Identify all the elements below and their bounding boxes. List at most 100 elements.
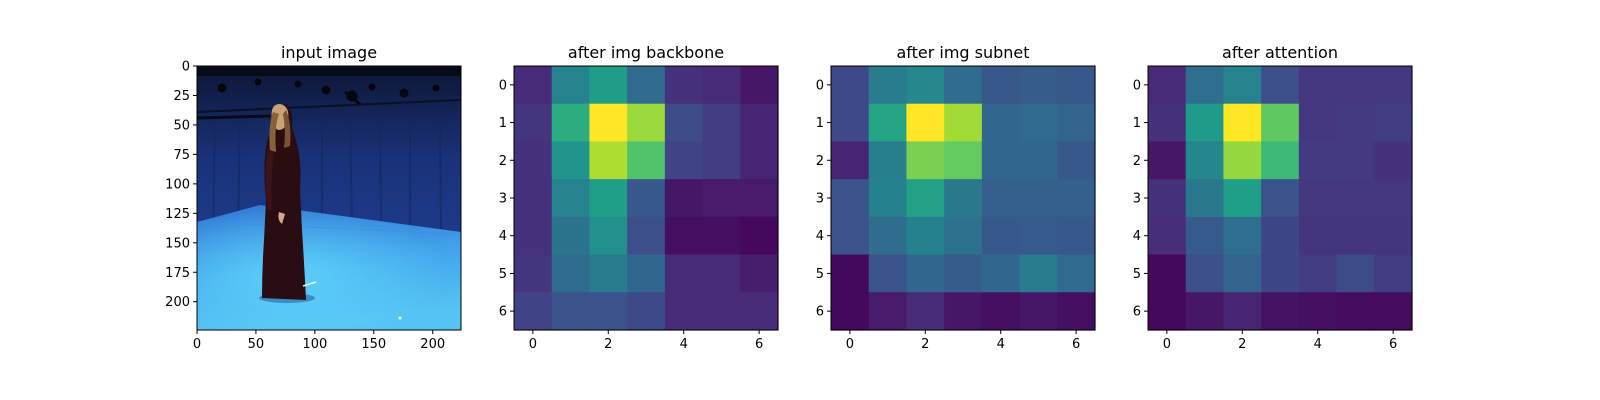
heatmap-cell: [1298, 292, 1338, 331]
heatmap-cell: [981, 292, 1021, 331]
heatmap-cell: [1298, 103, 1338, 143]
heatmap-cell: [1336, 254, 1375, 293]
heatmap-cell: [868, 103, 908, 143]
heatmap-cell: [1223, 254, 1262, 293]
x-tick-label: 2: [921, 337, 929, 352]
heatmap-cell: [1336, 66, 1375, 105]
y-tick-label: 0: [499, 78, 507, 93]
heatmap-cell: [551, 103, 591, 143]
heatmap-cell: [1223, 103, 1262, 143]
heatmap-cell: [589, 141, 628, 180]
heatmap-cell: [664, 179, 704, 218]
heatmap-cell: [831, 254, 870, 293]
heatmap-cell: [664, 254, 704, 293]
heatmap-cell: [1057, 103, 1096, 143]
heatmap-cell: [1336, 179, 1375, 218]
y-tick-label: 125: [165, 207, 190, 222]
heatmap-cell: [1261, 103, 1300, 143]
heatmap-cell: [1298, 216, 1338, 256]
heatmap-cell: [1057, 141, 1096, 180]
heatmap-cell: [702, 179, 741, 218]
panel-after-attention: after attention 0 2 4 6 0 1 2 3 4 5 6: [1133, 43, 1413, 352]
heatmap-cell: [1261, 141, 1300, 180]
y-tick-label: 4: [499, 229, 507, 244]
panel-title: input image: [281, 43, 377, 62]
heatmap-cell: [1148, 179, 1187, 218]
input-photo: [197, 66, 461, 330]
heatmap-cell: [906, 66, 945, 105]
heatmap-cell: [1223, 292, 1262, 331]
y-tick-label: 175: [165, 266, 190, 281]
heatmap-cell: [1298, 141, 1338, 180]
heatmap-cell: [1148, 141, 1187, 180]
x-axis: 0 2 4 6: [1163, 330, 1397, 352]
heatmap-cell: [740, 216, 779, 256]
heatmap-cell: [664, 141, 704, 180]
heatmap-cell: [944, 216, 983, 256]
panel-title: after img backbone: [568, 43, 724, 62]
heatmap-cell: [1057, 216, 1096, 256]
x-tick-label: 0: [846, 337, 854, 352]
heatmap-cell: [906, 254, 945, 293]
heatmap-cell: [1057, 179, 1096, 218]
heatmap-cell: [627, 141, 666, 180]
heatmap-cell: [1148, 103, 1187, 143]
panel-title: after img subnet: [896, 43, 1029, 62]
x-tick-label: 4: [997, 337, 1005, 352]
axes-frame: [196, 65, 462, 331]
heatmap-cell: [1148, 292, 1187, 331]
heatmap-cell: [1185, 141, 1225, 180]
y-tick-label: 4: [816, 229, 824, 244]
heatmap-cell: [589, 216, 628, 256]
heatmap-cell: [589, 179, 628, 218]
y-tick-label: 5: [1133, 267, 1141, 282]
heatmap-cell: [1374, 216, 1413, 256]
y-tick-label: 200: [165, 295, 190, 310]
heatmap-cell: [1336, 292, 1375, 331]
heatmap-cell: [1261, 216, 1300, 256]
x-tick-label: 100: [302, 337, 327, 352]
heatmap-cell: [664, 216, 704, 256]
heatmap-cell: [944, 103, 983, 143]
y-tick-label: 25: [173, 89, 190, 104]
heatmap-cell: [1261, 292, 1300, 331]
heatmap-cell: [1374, 141, 1413, 180]
heatmap-cell: [981, 141, 1021, 180]
x-axis: 0 2 4 6: [846, 330, 1080, 352]
heatmap-cell: [514, 103, 553, 143]
y-tick-label: 0: [182, 60, 190, 75]
heatmap-cell: [981, 254, 1021, 293]
heatmap-cell: [868, 179, 908, 218]
heatmap-cell: [868, 216, 908, 256]
heatmap-cell: [589, 66, 628, 105]
heatmap-cell: [1223, 216, 1262, 256]
heatmap-cell: [551, 292, 591, 331]
heatmap-cell: [740, 292, 779, 331]
x-axis: 0 50 100 150 200: [193, 330, 445, 352]
y-tick-label: 100: [165, 177, 190, 192]
heatmap-cell: [1223, 141, 1262, 180]
heatmap-cell: [1374, 179, 1413, 218]
heatmap-cell: [1374, 254, 1413, 293]
heatmap-cell: [627, 216, 666, 256]
y-axis: 0 1 2 3 4 5 6: [1133, 78, 1148, 320]
heatmap-cell: [664, 103, 704, 143]
heatmap-cell: [868, 254, 908, 293]
heatmap-cell: [702, 66, 741, 105]
heatmap-cell: [868, 66, 908, 105]
heatmap-cell: [981, 216, 1021, 256]
heatmap-cell: [1019, 66, 1058, 105]
y-tick-label: 2: [499, 154, 507, 169]
heatmap-cell: [1336, 103, 1375, 143]
x-tick-label: 150: [361, 337, 386, 352]
heatmap-cell: [906, 179, 945, 218]
heatmap-cell: [906, 216, 945, 256]
heatmap-cell: [551, 141, 591, 180]
heatmap-cell: [944, 66, 983, 105]
x-tick-label: 0: [1163, 337, 1171, 352]
heatmap-cell: [906, 103, 945, 143]
heatmap-cell: [944, 254, 983, 293]
x-tick-label: 6: [1072, 337, 1080, 352]
heatmap-cell: [1223, 66, 1262, 105]
heatmap-cell: [868, 292, 908, 331]
